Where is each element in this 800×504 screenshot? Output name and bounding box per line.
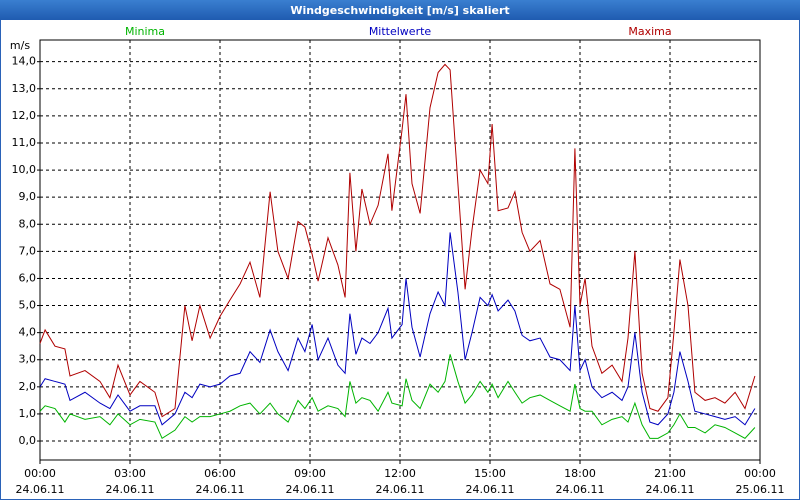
data-line [39, 232, 756, 426]
y-tick-label: 5,0 [19, 299, 37, 312]
y-tick-label: 14,0 [12, 55, 37, 68]
x-tick-label: 12:00 [384, 467, 416, 480]
y-tick-label: 13,0 [12, 82, 37, 95]
x-tick-label: 24.06.11 [196, 483, 245, 496]
chart-title: Windgeschwindigkeit [m/s] skaliert [290, 4, 509, 17]
x-tick-label: 09:00 [294, 467, 326, 480]
x-tick-label: 24.06.11 [106, 483, 155, 496]
y-tick-label: 0,0 [19, 434, 37, 447]
plot-frame [39, 39, 761, 461]
x-tick-label: 18:00 [564, 467, 596, 480]
y-tick-label: 3,0 [19, 353, 37, 366]
x-tick-label: 00:00 [744, 467, 776, 480]
data-line [39, 354, 756, 440]
y-tick-label: 8,0 [19, 217, 37, 230]
y-tick-label: 4,0 [19, 326, 37, 339]
x-tick-label: 03:00 [114, 467, 146, 480]
y-tick-label: 12,0 [12, 109, 37, 122]
y-tick-label: 9,0 [19, 190, 37, 203]
legend-entry: Mittelwerte [369, 25, 432, 38]
y-axis-label: m/s [10, 39, 30, 52]
x-tick-label: 24.06.11 [376, 483, 425, 496]
legend-entry: Minima [125, 25, 165, 38]
x-tick-label: 24.06.11 [556, 483, 605, 496]
y-tick-label: 11,0 [12, 136, 37, 149]
x-tick-label: 25.06.11 [736, 483, 785, 496]
x-tick-label: 15:00 [474, 467, 506, 480]
y-tick-label: 2,0 [19, 380, 37, 393]
x-tick-label: 24.06.11 [646, 483, 695, 496]
x-tick-label: 06:00 [204, 467, 236, 480]
x-tick-label: 24.06.11 [16, 483, 65, 496]
y-tick-label: 7,0 [19, 244, 37, 257]
legend-entry: Maxima [628, 25, 671, 38]
x-tick-label: 21:00 [654, 467, 686, 480]
x-tick-label: 24.06.11 [286, 483, 335, 496]
y-tick-label: 1,0 [19, 407, 37, 420]
title-bar [0, 0, 800, 20]
y-tick-label: 6,0 [19, 271, 37, 284]
y-tick-label: 10,0 [12, 163, 37, 176]
data-line [39, 63, 756, 418]
x-tick-label: 24.06.11 [466, 483, 515, 496]
x-tick-label: 00:00 [24, 467, 56, 480]
